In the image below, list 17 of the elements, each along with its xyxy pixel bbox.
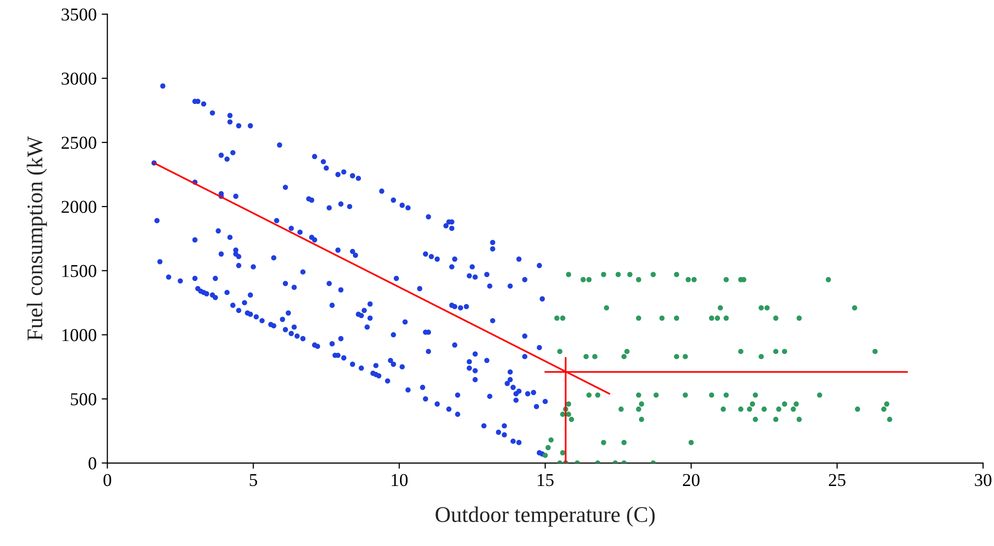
x-tick-label: 30 <box>974 474 992 486</box>
x-tick-label: 20 <box>682 474 700 486</box>
y-tick-label: 3000 <box>62 72 96 85</box>
y-tick-label: 1000 <box>62 329 96 342</box>
x-axis-title: Outdoor temperature (C) <box>436 506 655 527</box>
y-axis-title: Fuel consumption (kW <box>26 136 47 340</box>
y-tick-label: 500 <box>70 393 96 406</box>
y-tick-label: 2500 <box>62 136 96 149</box>
x-tick-label: 25 <box>828 474 846 486</box>
x-tick-label: 10 <box>392 474 408 486</box>
y-tick-label: 1500 <box>62 264 96 278</box>
y-tick-label: 2000 <box>62 200 96 213</box>
x-tick-label: 5 <box>250 474 258 486</box>
y-tick-label: 3500 <box>62 8 96 21</box>
x-tick-label: 15 <box>538 474 554 486</box>
x-tick-label: 0 <box>104 474 112 486</box>
y-tick-label: 0 <box>88 457 96 470</box>
